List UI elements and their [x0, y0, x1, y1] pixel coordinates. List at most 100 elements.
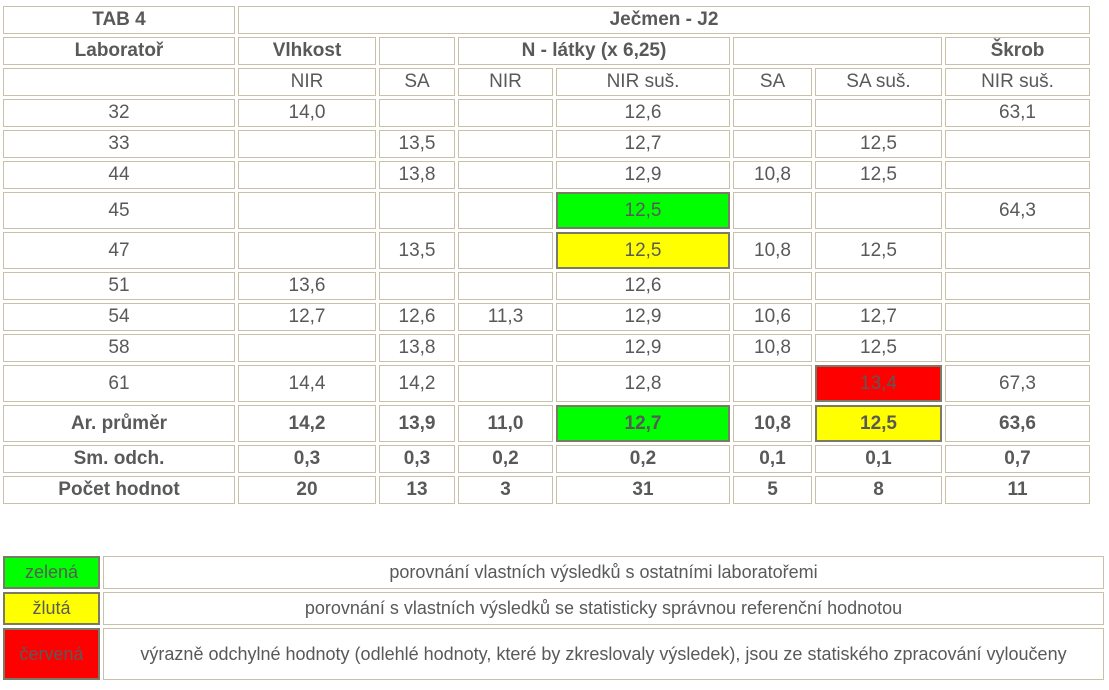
data-cell — [458, 99, 553, 127]
data-cell — [733, 272, 812, 300]
data-cell: 12,9 — [556, 334, 730, 362]
data-cell: 10,8 — [733, 334, 812, 362]
data-cell — [733, 130, 812, 158]
data-cell: 11,3 — [458, 303, 553, 331]
stats-cell: 11,0 — [458, 405, 553, 442]
data-cell — [945, 272, 1090, 300]
table-title: Ječmen - J2 — [238, 6, 1090, 34]
data-cell: 10,8 — [733, 232, 812, 269]
data-cell: 12,5 — [815, 232, 942, 269]
data-cell — [238, 334, 376, 362]
data-cell: 63,1 — [945, 99, 1090, 127]
data-cell — [238, 161, 376, 189]
legend-text: porovnání s vlastních výsledků se statis… — [103, 592, 1104, 625]
data-cell: 14,2 — [379, 365, 455, 402]
highlighted-cell-yellow: 12,5 — [556, 232, 730, 269]
data-cell: 13,8 — [379, 334, 455, 362]
stats-cell: 10,8 — [733, 405, 812, 442]
data-cell — [945, 130, 1090, 158]
lab-id: 58 — [3, 334, 235, 362]
data-cell: 13,8 — [379, 161, 455, 189]
stats-cell: 0,3 — [379, 445, 455, 473]
subheader-cell: SA — [733, 68, 812, 96]
data-cell: 67,3 — [945, 365, 1090, 402]
legend-text: porovnání vlastních výsledků s ostatními… — [103, 556, 1104, 589]
group-empty — [733, 37, 942, 65]
data-cell — [945, 161, 1090, 189]
data-cell — [815, 192, 942, 229]
lab-header: Laboratoř — [3, 37, 235, 65]
table-row: 32 14,0 12,6 63,1 — [3, 99, 1090, 127]
data-cell: 12,5 — [815, 161, 942, 189]
data-cell — [458, 365, 553, 402]
data-cell — [458, 161, 553, 189]
stats-cell: 11 — [945, 476, 1090, 504]
stats-row: Sm. odch. 0,3 0,3 0,2 0,2 0,1 0,1 0,7 — [3, 445, 1090, 473]
data-cell: 12,5 — [815, 130, 942, 158]
data-cell — [945, 303, 1090, 331]
subheader-cell: SA — [379, 68, 455, 96]
stats-row: Počet hodnot 20 13 3 31 5 8 11 — [3, 476, 1090, 504]
stats-cell: 8 — [815, 476, 942, 504]
data-cell: 12,7 — [556, 130, 730, 158]
data-cell: 10,6 — [733, 303, 812, 331]
results-table: TAB 4 Ječmen - J2 Laboratoř Vlhkost N - … — [0, 3, 1093, 507]
stats-cell: 0,1 — [733, 445, 812, 473]
group-skrob: Škrob — [945, 37, 1090, 65]
highlighted-cell-green: 12,7 — [556, 405, 730, 442]
table-row: 44 13,8 12,9 10,8 12,5 — [3, 161, 1090, 189]
data-cell: 14,4 — [238, 365, 376, 402]
table-row: 45 12,5 64,3 — [3, 192, 1090, 229]
stats-row: Ar. průměr 14,2 13,9 11,0 12,7 10,8 12,5… — [3, 405, 1090, 442]
subheader-cell: NIR suš. — [556, 68, 730, 96]
data-cell: 12,6 — [379, 303, 455, 331]
stats-cell: 63,6 — [945, 405, 1090, 442]
stats-cell: 14,2 — [238, 405, 376, 442]
data-cell — [379, 272, 455, 300]
lab-id: 47 — [3, 232, 235, 269]
stats-cell: 0,1 — [815, 445, 942, 473]
legend-swatch-yellow: žlutá — [3, 592, 100, 625]
data-cell — [815, 99, 942, 127]
data-cell: 13,5 — [379, 232, 455, 269]
lab-id: 61 — [3, 365, 235, 402]
data-cell — [458, 334, 553, 362]
data-cell: 12,6 — [556, 272, 730, 300]
data-cell — [733, 192, 812, 229]
data-cell: 64,3 — [945, 192, 1090, 229]
table-row: 61 14,4 14,2 12,8 13,4 67,3 — [3, 365, 1090, 402]
stats-cell: 3 — [458, 476, 553, 504]
data-cell — [458, 272, 553, 300]
lab-id: 32 — [3, 99, 235, 127]
lab-id: 45 — [3, 192, 235, 229]
lab-id: 44 — [3, 161, 235, 189]
stats-cell: 0,2 — [556, 445, 730, 473]
table-row: 54 12,7 12,6 11,3 12,9 10,6 12,7 — [3, 303, 1090, 331]
stats-cell: 0,3 — [238, 445, 376, 473]
data-cell — [238, 192, 376, 229]
data-cell: 12,6 — [556, 99, 730, 127]
data-cell — [379, 192, 455, 229]
subheader-cell: NIR — [238, 68, 376, 96]
data-cell: 12,9 — [556, 303, 730, 331]
table-row: 51 13,6 12,6 — [3, 272, 1090, 300]
stats-cell: 0,7 — [945, 445, 1090, 473]
tab-label: TAB 4 — [3, 6, 235, 34]
stats-cell: 13,9 — [379, 405, 455, 442]
data-cell: 13,6 — [238, 272, 376, 300]
legend-table: zelená porovnání vlastních výsledků s os… — [0, 553, 1107, 683]
data-cell — [458, 192, 553, 229]
highlighted-cell-red: 13,4 — [815, 365, 942, 402]
data-cell: 12,7 — [815, 303, 942, 331]
stats-label: Ar. průměr — [3, 405, 235, 442]
group-vlhkost: Vlhkost — [238, 37, 376, 65]
lab-id: 51 — [3, 272, 235, 300]
legend-swatch-red: červená — [3, 628, 100, 680]
subheader-cell: SA suš. — [815, 68, 942, 96]
stats-cell: 20 — [238, 476, 376, 504]
group-n-latky: N - látky (x 6,25) — [458, 37, 730, 65]
data-cell — [458, 232, 553, 269]
highlighted-cell-yellow: 12,5 — [815, 405, 942, 442]
data-cell — [238, 130, 376, 158]
subheader-cell: NIR — [458, 68, 553, 96]
